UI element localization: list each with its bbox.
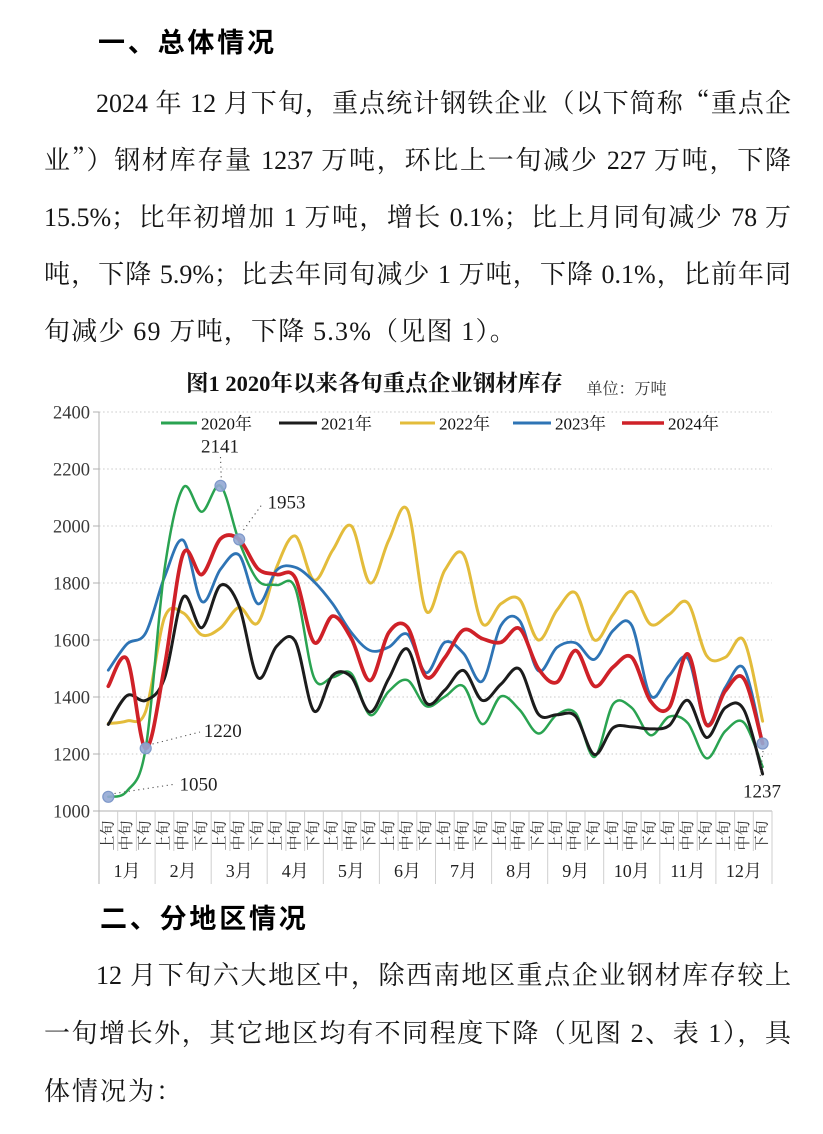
svg-text:2000: 2000 bbox=[53, 518, 90, 538]
svg-text:上旬: 上旬 bbox=[99, 820, 116, 850]
svg-text:上旬: 上旬 bbox=[716, 820, 733, 850]
svg-text:1237: 1237 bbox=[743, 782, 781, 803]
svg-text:中旬: 中旬 bbox=[735, 820, 752, 850]
svg-text:1953: 1953 bbox=[268, 493, 306, 514]
svg-text:下旬: 下旬 bbox=[642, 820, 659, 850]
svg-text:下旬: 下旬 bbox=[305, 820, 322, 850]
svg-text:3月: 3月 bbox=[226, 861, 253, 881]
svg-text:9月: 9月 bbox=[562, 861, 589, 881]
svg-text:单位：万吨: 单位：万吨 bbox=[587, 380, 667, 398]
svg-text:下旬: 下旬 bbox=[698, 820, 715, 850]
svg-text:1200: 1200 bbox=[53, 746, 90, 766]
svg-text:4月: 4月 bbox=[282, 861, 309, 881]
svg-text:中旬: 中旬 bbox=[342, 820, 359, 850]
svg-text:1800: 1800 bbox=[53, 575, 90, 595]
svg-text:1220: 1220 bbox=[204, 721, 242, 742]
svg-text:2400: 2400 bbox=[53, 404, 90, 424]
svg-text:下旬: 下旬 bbox=[137, 820, 154, 850]
svg-text:上旬: 上旬 bbox=[155, 820, 172, 850]
svg-text:2021年: 2021年 bbox=[321, 414, 372, 434]
svg-text:下旬: 下旬 bbox=[473, 820, 490, 850]
svg-text:下旬: 下旬 bbox=[754, 820, 771, 850]
svg-text:上旬: 上旬 bbox=[212, 820, 229, 850]
svg-text:2月: 2月 bbox=[170, 861, 197, 881]
svg-text:6月: 6月 bbox=[394, 861, 421, 881]
svg-text:2024年: 2024年 bbox=[668, 414, 719, 434]
svg-text:上旬: 上旬 bbox=[324, 820, 341, 850]
svg-text:2020年: 2020年 bbox=[201, 414, 252, 434]
svg-text:1400: 1400 bbox=[53, 689, 90, 709]
svg-text:下旬: 下旬 bbox=[249, 820, 266, 850]
svg-text:10月: 10月 bbox=[614, 861, 650, 881]
svg-text:下旬: 下旬 bbox=[585, 820, 602, 850]
svg-text:中旬: 中旬 bbox=[623, 820, 640, 850]
svg-text:中旬: 中旬 bbox=[230, 820, 247, 850]
svg-text:上旬: 上旬 bbox=[492, 820, 509, 850]
svg-text:中旬: 中旬 bbox=[511, 820, 528, 850]
svg-text:中旬: 中旬 bbox=[455, 820, 472, 850]
svg-text:7月: 7月 bbox=[450, 861, 477, 881]
svg-text:1600: 1600 bbox=[53, 632, 90, 652]
svg-text:中旬: 中旬 bbox=[286, 820, 303, 850]
svg-text:1月: 1月 bbox=[114, 861, 141, 881]
svg-text:中旬: 中旬 bbox=[118, 820, 135, 850]
svg-text:上旬: 上旬 bbox=[268, 820, 285, 850]
svg-text:上旬: 上旬 bbox=[436, 820, 453, 850]
svg-text:11月: 11月 bbox=[670, 861, 705, 881]
svg-text:上旬: 上旬 bbox=[548, 820, 565, 850]
svg-text:2023年: 2023年 bbox=[555, 414, 606, 434]
svg-text:上旬: 上旬 bbox=[660, 820, 677, 850]
svg-text:中旬: 中旬 bbox=[679, 820, 696, 850]
svg-text:下旬: 下旬 bbox=[417, 820, 434, 850]
svg-text:中旬: 中旬 bbox=[174, 820, 191, 850]
svg-text:2200: 2200 bbox=[53, 461, 90, 481]
svg-text:5月: 5月 bbox=[338, 861, 365, 881]
svg-text:图1 2020年以来各旬重点企业钢材库存: 图1 2020年以来各旬重点企业钢材库存 bbox=[186, 370, 563, 396]
svg-text:12月: 12月 bbox=[726, 861, 762, 881]
svg-text:上旬: 上旬 bbox=[604, 820, 621, 850]
svg-text:1000: 1000 bbox=[53, 803, 90, 823]
svg-text:2022年: 2022年 bbox=[439, 414, 490, 434]
svg-text:1050: 1050 bbox=[180, 775, 218, 796]
svg-text:下旬: 下旬 bbox=[361, 820, 378, 850]
svg-text:中旬: 中旬 bbox=[399, 820, 416, 850]
svg-text:8月: 8月 bbox=[506, 861, 533, 881]
svg-text:上旬: 上旬 bbox=[380, 820, 397, 850]
svg-text:下旬: 下旬 bbox=[529, 820, 546, 850]
svg-text:2141: 2141 bbox=[201, 437, 239, 458]
svg-text:下旬: 下旬 bbox=[193, 820, 210, 850]
svg-text:中旬: 中旬 bbox=[567, 820, 584, 850]
